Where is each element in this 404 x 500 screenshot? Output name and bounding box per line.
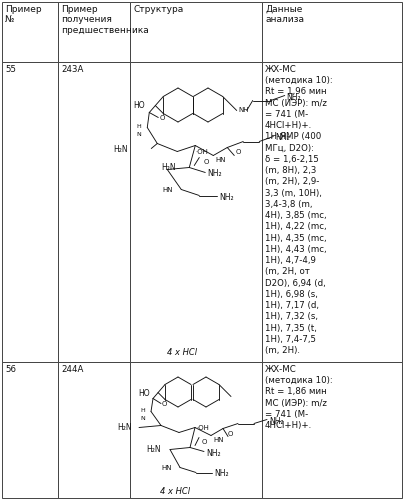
Text: H: H <box>136 124 141 130</box>
Text: O: O <box>202 440 207 446</box>
Text: H₂N: H₂N <box>146 444 161 454</box>
Text: H: H <box>141 408 145 414</box>
Text: 4 x HCl: 4 x HCl <box>160 487 190 496</box>
Text: HN: HN <box>213 436 223 442</box>
Bar <box>2 62 58 362</box>
Text: HN: HN <box>162 464 172 470</box>
Bar <box>262 2 402 62</box>
Text: O: O <box>159 114 165 120</box>
Text: O: O <box>228 432 234 438</box>
Text: HN: HN <box>163 186 173 192</box>
Text: H₂N: H₂N <box>161 164 176 172</box>
Bar <box>262 362 402 498</box>
Bar <box>2 2 58 62</box>
Bar <box>262 62 402 362</box>
Text: H₂N: H₂N <box>117 422 132 432</box>
Text: NH₂: NH₂ <box>207 170 222 178</box>
Text: NH₂: NH₂ <box>287 92 301 102</box>
Text: ·OH: ·OH <box>196 426 209 432</box>
Text: Пример
получения
предшественника: Пример получения предшественника <box>61 5 149 35</box>
Bar <box>58 62 130 362</box>
Text: 55: 55 <box>5 65 16 74</box>
Bar <box>130 362 262 498</box>
Text: O: O <box>235 150 241 156</box>
Text: ЖХ-МС
(методика 10):
Rt = 1,86 мин
МС (ИЭР): m/z
= 741 (М-
4НСl+Н)+.: ЖХ-МС (методика 10): Rt = 1,86 мин МС (И… <box>265 365 333 430</box>
Bar <box>130 62 262 362</box>
Text: NH₂: NH₂ <box>275 134 290 142</box>
Text: NH₂: NH₂ <box>206 448 221 458</box>
Text: N: N <box>136 132 141 136</box>
Bar <box>58 362 130 498</box>
Text: 243А: 243А <box>61 65 83 74</box>
Text: 4 x HCl: 4 x HCl <box>167 348 197 357</box>
Text: O: O <box>203 160 208 166</box>
Text: NH: NH <box>239 106 249 112</box>
Text: HO: HO <box>133 102 145 110</box>
Text: O: O <box>162 400 167 406</box>
Bar <box>2 362 58 498</box>
Text: N: N <box>141 416 145 420</box>
Text: H₂N: H₂N <box>113 144 128 154</box>
Text: Структура: Структура <box>133 5 183 14</box>
Text: ЖХ-МС
(методика 10):
Rt = 1,96 мин
МС (ИЭР): m/z
= 741 (М-
4НСl+Н)+.
1Н-ЯМР (400: ЖХ-МС (методика 10): Rt = 1,96 мин МС (И… <box>265 65 333 355</box>
Text: Пример
№: Пример № <box>5 5 42 24</box>
Text: Данные
анализа: Данные анализа <box>265 5 304 24</box>
Text: 56: 56 <box>5 365 16 374</box>
Text: 244А: 244А <box>61 365 83 374</box>
Text: NH₂: NH₂ <box>269 416 284 426</box>
Text: HN: HN <box>215 156 226 162</box>
Text: ·OH: ·OH <box>195 148 208 154</box>
Text: NH₂: NH₂ <box>219 192 234 202</box>
Text: NH₂: NH₂ <box>214 470 229 478</box>
Bar <box>58 2 130 62</box>
Bar <box>130 2 262 62</box>
Text: HO: HO <box>138 390 149 398</box>
